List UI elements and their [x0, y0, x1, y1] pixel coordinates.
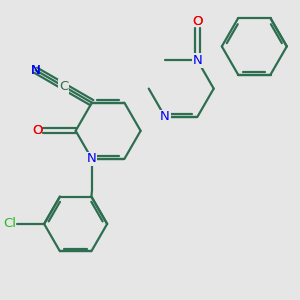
- Text: O: O: [192, 15, 203, 28]
- Text: N: N: [160, 110, 170, 123]
- Text: N: N: [31, 64, 40, 77]
- Text: N: N: [160, 110, 170, 123]
- Text: N: N: [193, 54, 202, 67]
- Text: N: N: [87, 152, 97, 165]
- Text: O: O: [33, 124, 43, 137]
- Text: C: C: [59, 80, 68, 93]
- Text: N: N: [31, 64, 40, 77]
- Text: C: C: [59, 80, 68, 93]
- Text: O: O: [192, 15, 203, 28]
- Text: Cl: Cl: [4, 218, 16, 230]
- Text: N: N: [87, 152, 97, 165]
- Text: N: N: [193, 54, 202, 67]
- Text: O: O: [33, 124, 43, 137]
